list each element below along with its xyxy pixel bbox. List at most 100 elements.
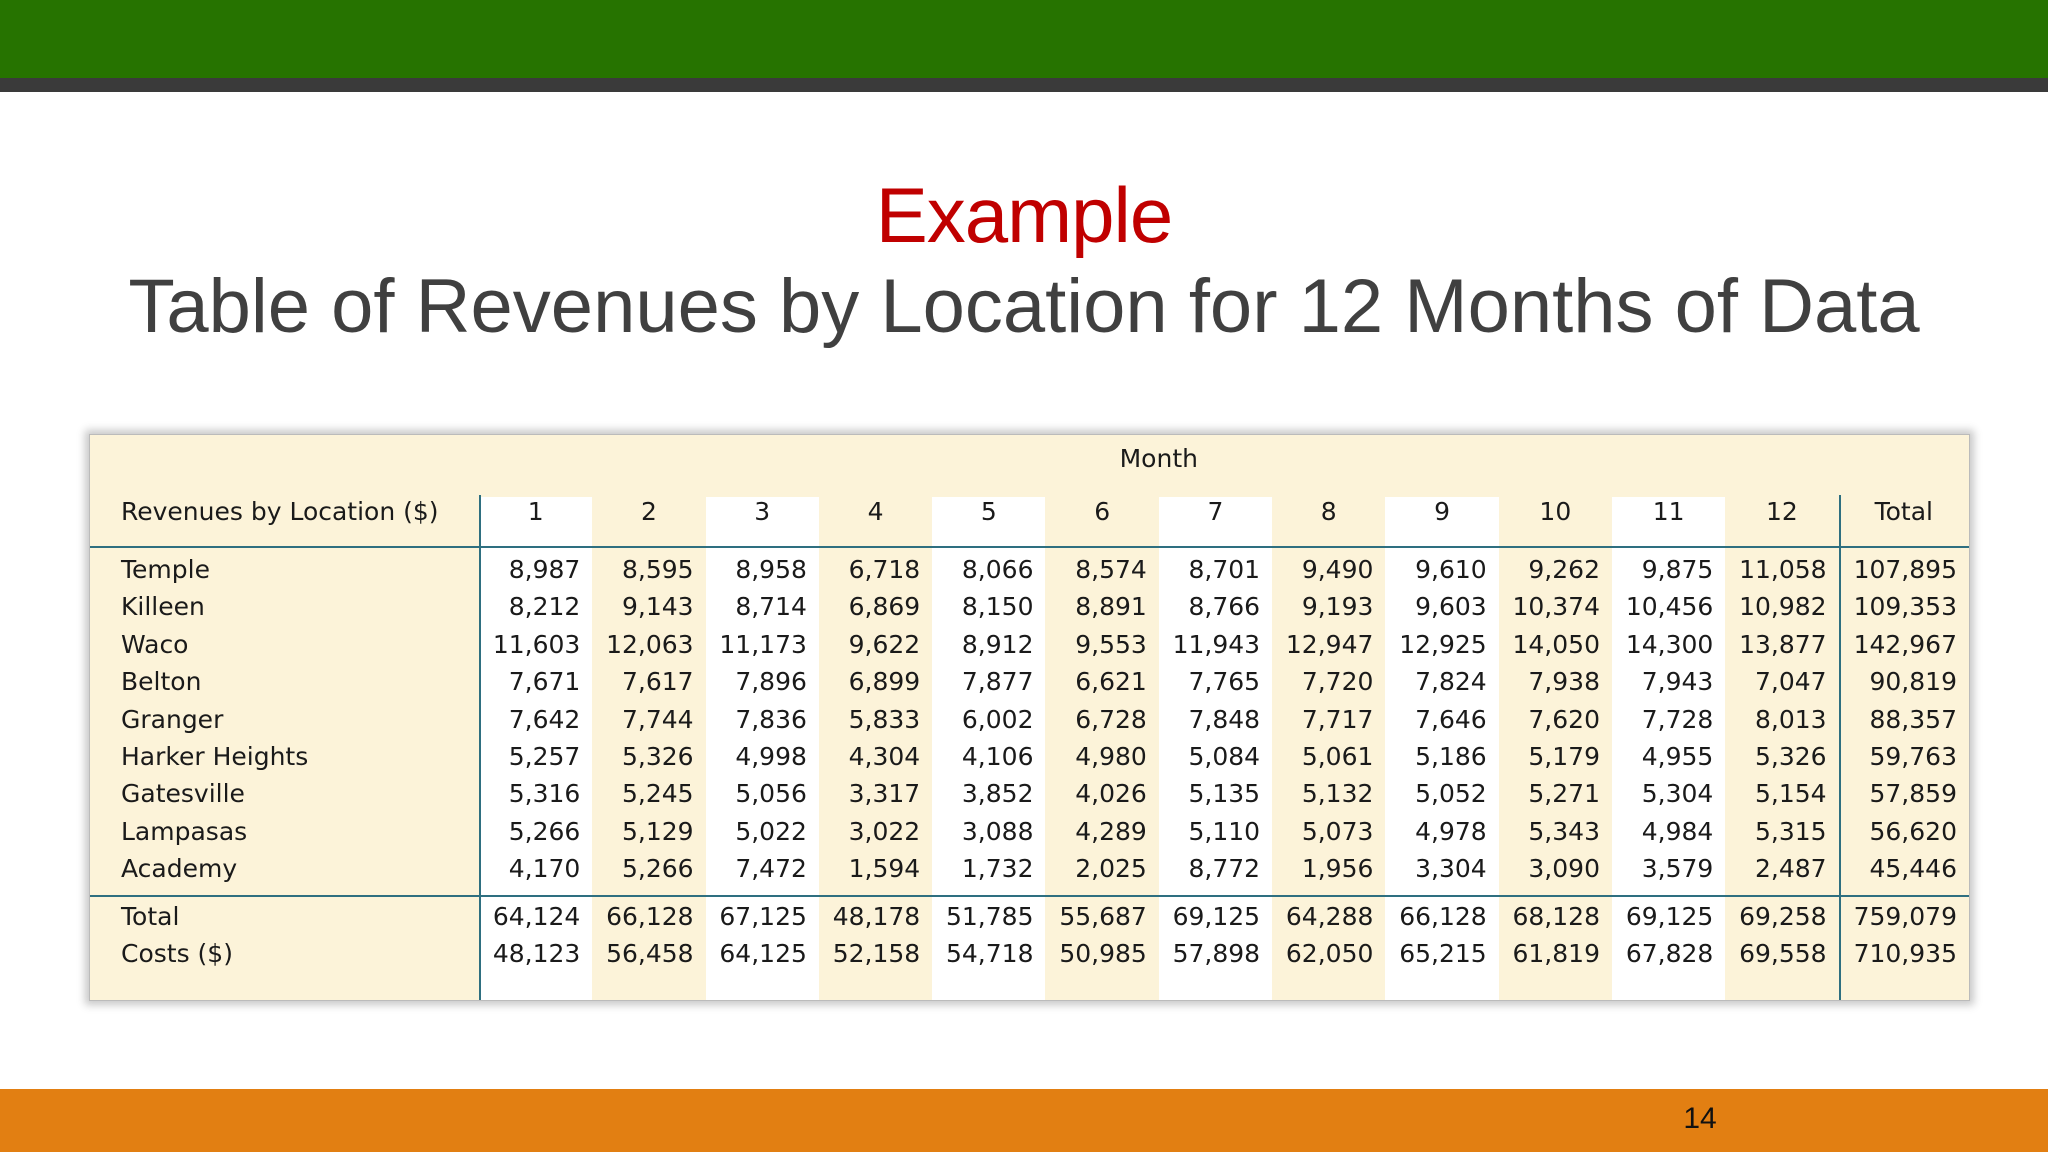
value-cell: 7,744 (622, 704, 694, 734)
column-header: Revenues by Location ($) (121, 497, 439, 526)
value-cell: 4,998 (735, 742, 807, 771)
row-label: Killeen (121, 592, 205, 622)
value-cell: 5,135 (1188, 779, 1261, 809)
row-label: Costs ($) (121, 939, 233, 969)
value-cell: 12,947 (1285, 629, 1374, 659)
value-cell: 4,106 (961, 742, 1034, 771)
value-cell: 7,646 (1415, 704, 1487, 734)
value-cell: 5,343 (1528, 816, 1600, 846)
value-cell: 67,125 (719, 902, 807, 931)
value-cell: 64,125 (719, 939, 807, 969)
value-cell: 56,458 (606, 939, 694, 969)
value-cell: 4,304 (848, 742, 921, 771)
value-cell: 5,056 (735, 779, 807, 809)
value-cell: 12,063 (606, 629, 694, 659)
value-cell: 55,687 (1059, 902, 1147, 931)
value-cell: 8,772 (1188, 854, 1261, 884)
value-cell: 14,300 (1625, 629, 1714, 659)
value-cell: 61,819 (1512, 939, 1600, 969)
column-stripe (1158, 497, 1273, 1000)
value-cell: 48,123 (492, 939, 581, 969)
value-cell: 7,836 (735, 704, 807, 734)
value-cell: 48,178 (832, 902, 921, 931)
value-cell: 66,128 (1399, 902, 1487, 931)
value-cell: 7,617 (622, 667, 694, 697)
column-stripe (932, 497, 1046, 1000)
value-cell: 10,982 (1739, 592, 1827, 622)
value-cell: 5,266 (622, 854, 694, 884)
value-cell: 5,052 (1415, 779, 1487, 809)
row-label: Academy (121, 854, 238, 884)
value-cell: 9,875 (1641, 555, 1714, 584)
value-cell: 7,824 (1415, 667, 1487, 697)
value-cell: 50,985 (1059, 939, 1147, 969)
value-cell: 710,935 (1853, 939, 1957, 969)
value-cell: 3,090 (1528, 854, 1600, 884)
value-cell: 12,925 (1399, 629, 1487, 659)
column-header: 8 (1320, 497, 1337, 526)
column-header: 10 (1539, 497, 1572, 526)
value-cell: 69,258 (1739, 902, 1827, 931)
value-cell: 7,047 (1755, 667, 1827, 697)
value-cell: 5,304 (1641, 779, 1714, 809)
value-cell: 7,642 (508, 704, 581, 734)
value-cell: 5,061 (1301, 742, 1374, 771)
value-cell: 69,558 (1739, 939, 1827, 969)
value-cell: 7,938 (1528, 667, 1600, 697)
value-cell: 142,967 (1853, 629, 1957, 659)
row-label: Harker Heights (121, 742, 309, 771)
header-rule (90, 546, 1969, 548)
value-cell: 5,326 (1755, 742, 1827, 771)
value-cell: 65,215 (1399, 939, 1487, 969)
top-bar (0, 0, 2048, 78)
column-stripe (1612, 497, 1726, 1000)
value-cell: 7,720 (1301, 667, 1374, 697)
value-cell: 5,186 (1415, 742, 1487, 771)
value-cell: 6,718 (848, 555, 921, 584)
value-cell: 8,766 (1188, 592, 1261, 622)
row-label: Lampasas (121, 816, 248, 846)
value-cell: 66,128 (606, 902, 694, 931)
value-cell: 1,732 (961, 854, 1034, 884)
top-strip (0, 78, 2048, 92)
column-header: 12 (1766, 497, 1798, 526)
value-cell: 4,984 (1641, 816, 1714, 846)
value-cell: 4,980 (1075, 742, 1147, 771)
value-cell: 8,912 (961, 629, 1034, 659)
value-cell: 56,620 (1869, 816, 1957, 846)
value-cell: 3,852 (961, 779, 1034, 809)
group-header: Month (1119, 444, 1198, 473)
total-divider (1838, 495, 1841, 1000)
value-cell: 7,896 (735, 667, 807, 697)
value-cell: 11,058 (1739, 555, 1827, 584)
value-cell: 11,173 (719, 629, 807, 659)
value-cell: 9,603 (1415, 592, 1487, 622)
value-cell: 5,266 (508, 816, 581, 846)
column-header: 4 (867, 497, 884, 526)
row-label: Belton (121, 667, 202, 697)
value-cell: 11,603 (492, 629, 581, 659)
value-cell: 1,594 (848, 854, 921, 884)
column-header: 3 (754, 497, 771, 526)
row-label: Temple (121, 555, 210, 584)
value-cell: 10,374 (1512, 592, 1600, 622)
value-cell: 13,877 (1739, 629, 1827, 659)
value-cell: 8,891 (1075, 592, 1147, 622)
row-label: Granger (121, 704, 224, 734)
value-cell: 8,987 (508, 555, 581, 584)
value-cell: 8,958 (735, 555, 807, 584)
value-cell: 5,271 (1528, 779, 1600, 809)
value-cell: 4,026 (1075, 779, 1147, 809)
value-cell: 64,124 (492, 902, 581, 931)
value-cell: 8,574 (1075, 555, 1147, 584)
value-cell: 109,353 (1853, 592, 1957, 622)
value-cell: 3,088 (961, 816, 1034, 846)
column-header: 2 (640, 497, 657, 526)
value-cell: 3,317 (848, 779, 921, 809)
column-header: 7 (1207, 497, 1224, 526)
value-cell: 11,943 (1172, 629, 1261, 659)
column-header: 1 (527, 497, 544, 526)
value-cell: 6,869 (848, 592, 921, 622)
value-cell: 57,859 (1869, 779, 1957, 809)
